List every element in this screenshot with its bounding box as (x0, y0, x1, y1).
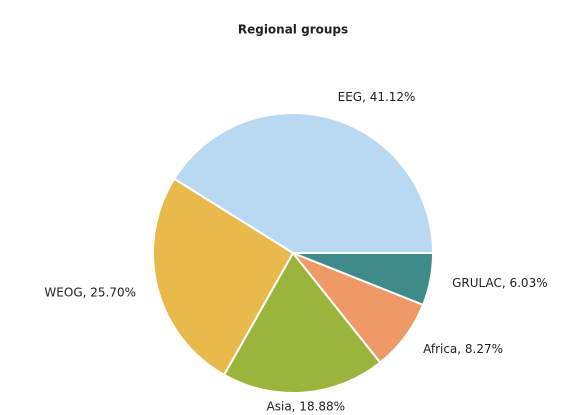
pie-slice (222, 251, 382, 394)
pie-slice (152, 177, 295, 377)
pie-slice (172, 112, 435, 254)
slice-label: GRULAC, 6.03% (452, 276, 548, 290)
slice-label: Asia, 18.88% (267, 400, 346, 414)
slice-label: WEOG, 25.70% (44, 285, 136, 299)
slice-label: Africa, 8.27% (423, 342, 503, 356)
pie-slice (292, 252, 435, 307)
chart-title: Regional groups (238, 23, 348, 37)
slice-label: EEG, 41.12% (338, 90, 416, 104)
